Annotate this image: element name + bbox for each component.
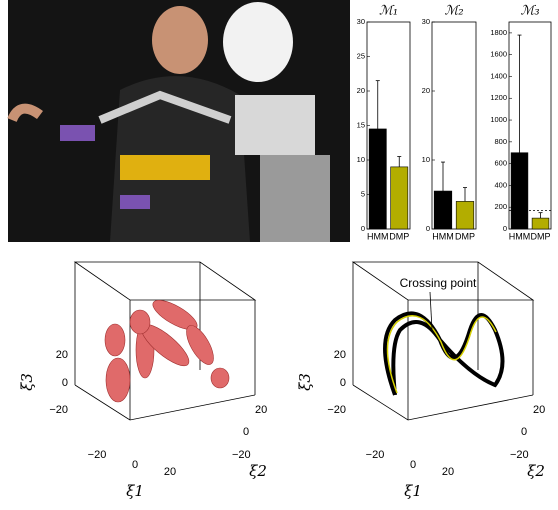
annotation: Crossing point: [400, 276, 477, 290]
bar: [510, 152, 529, 230]
z-axis-label: ξ3: [18, 373, 36, 391]
y-tick-label: 1400: [490, 71, 507, 80]
y-tick-label: 1200: [490, 93, 507, 102]
y-tick-label: 1600: [490, 50, 507, 59]
y-tick-label: 20: [255, 404, 267, 416]
x-tick-label: −20: [88, 449, 107, 461]
x-tick-label: DMP: [455, 231, 475, 241]
y-tick-label: 30: [357, 17, 365, 26]
z-tick-label: 20: [56, 349, 68, 361]
y-tick-label: −20: [232, 449, 251, 461]
plot-frame: [431, 21, 477, 230]
bar: [390, 166, 409, 230]
trajectory: [383, 311, 505, 396]
y-tick-label: 600: [494, 159, 507, 168]
y-tick-label: 5: [361, 189, 365, 198]
x-tick-label: DMP: [531, 231, 551, 241]
bar: [531, 217, 550, 230]
x-tick-label: HMM: [509, 231, 531, 241]
z-axis-label: ξ3: [296, 373, 314, 391]
y-axis-label: ξ2: [527, 462, 545, 480]
chart-title: ℳ₂: [444, 4, 463, 19]
z-tick-label: 20: [334, 349, 346, 361]
y-tick-label: 20: [357, 86, 365, 95]
chart-title: ℳ₃: [520, 4, 539, 19]
x-axis-label: ξ1: [126, 482, 144, 500]
y-tick-label: 400: [494, 180, 507, 189]
y-tick-label: 800: [494, 137, 507, 146]
x-tick-label: 20: [442, 466, 454, 478]
y-tick-label: 15: [357, 120, 365, 129]
plot-frame: [508, 21, 552, 230]
y-tick-label: 25: [357, 51, 365, 60]
surface-ellipsoids: [104, 299, 230, 403]
y-axis-label: ξ2: [249, 462, 267, 480]
y-tick-label: 1000: [490, 115, 507, 124]
y-tick-label: 0: [521, 426, 527, 438]
z-tick-label: −20: [327, 404, 346, 416]
x-tick-label: 0: [132, 459, 138, 471]
y-tick-label: 0: [503, 224, 507, 233]
plot3d-frames: [73, 261, 535, 421]
bar: [368, 128, 387, 230]
x-tick-label: HMM: [367, 231, 389, 241]
x-tick-label: 20: [164, 466, 176, 478]
y-tick-label: −20: [510, 449, 529, 461]
annotation-arrow: [429, 291, 433, 331]
y-tick-label: 0: [426, 224, 430, 233]
x-tick-label: −20: [366, 449, 385, 461]
y-tick-label: 10: [357, 155, 365, 164]
y-tick-label: 20: [533, 404, 545, 416]
y-tick-label: 30: [422, 17, 430, 26]
y-tick-label: 0: [243, 426, 249, 438]
z-tick-label: 0: [62, 377, 68, 389]
trajectory-dmp: [386, 315, 497, 394]
bar: [455, 201, 475, 230]
y-tick-label: 20: [422, 86, 430, 95]
x-axis-label: ξ1: [404, 482, 422, 500]
y-tick-label: 0: [361, 224, 365, 233]
y-tick-label: 1800: [490, 28, 507, 37]
y-tick-label: 200: [494, 202, 507, 211]
bar: [433, 190, 453, 230]
y-tick-label: 10: [422, 155, 430, 164]
x-tick-label: HMM: [432, 231, 454, 241]
z-tick-label: −20: [49, 404, 68, 416]
z-tick-label: 0: [340, 377, 346, 389]
x-tick-label: 0: [410, 459, 416, 471]
photo: [7, 0, 350, 243]
chart-title: ℳ₁: [379, 4, 398, 19]
x-tick-label: DMP: [389, 231, 409, 241]
